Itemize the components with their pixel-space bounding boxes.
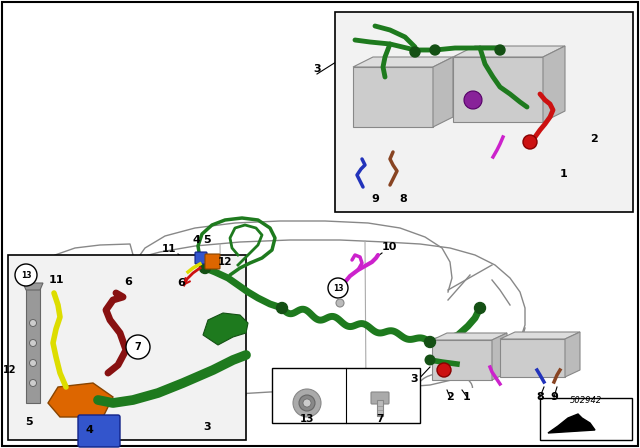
Bar <box>377 400 383 416</box>
Bar <box>26 288 40 403</box>
FancyBboxPatch shape <box>205 254 220 269</box>
Text: 12: 12 <box>3 365 16 375</box>
Circle shape <box>276 302 287 314</box>
Text: 1: 1 <box>560 169 568 179</box>
Text: 5: 5 <box>26 417 33 427</box>
Circle shape <box>200 263 211 273</box>
Polygon shape <box>203 313 248 345</box>
Circle shape <box>29 359 36 366</box>
Text: 9: 9 <box>550 392 558 402</box>
Text: 3: 3 <box>313 64 321 74</box>
Text: 9: 9 <box>371 194 379 204</box>
Polygon shape <box>23 283 43 290</box>
Text: 8: 8 <box>536 392 544 402</box>
Circle shape <box>126 335 150 359</box>
Circle shape <box>303 399 311 407</box>
Circle shape <box>430 45 440 55</box>
Text: 3: 3 <box>203 422 211 432</box>
Text: 2: 2 <box>446 392 454 402</box>
Circle shape <box>495 45 505 55</box>
Polygon shape <box>453 57 543 122</box>
Text: 11: 11 <box>161 244 176 254</box>
Circle shape <box>29 340 36 346</box>
Bar <box>8 255 246 440</box>
Circle shape <box>424 354 435 366</box>
FancyBboxPatch shape <box>195 252 207 264</box>
Text: 5: 5 <box>203 235 211 245</box>
Text: 7: 7 <box>134 342 141 352</box>
Text: 502942: 502942 <box>570 396 602 405</box>
Polygon shape <box>432 333 507 340</box>
FancyBboxPatch shape <box>371 392 389 404</box>
Polygon shape <box>433 57 453 127</box>
Text: 13: 13 <box>333 284 343 293</box>
Text: 11: 11 <box>48 275 64 285</box>
FancyBboxPatch shape <box>78 415 120 447</box>
Polygon shape <box>353 57 453 67</box>
Text: 4: 4 <box>192 235 200 245</box>
Text: 12: 12 <box>218 257 232 267</box>
Polygon shape <box>453 46 565 57</box>
Polygon shape <box>548 414 595 433</box>
Circle shape <box>336 299 344 307</box>
Polygon shape <box>565 332 580 377</box>
Polygon shape <box>353 67 433 127</box>
Text: 13: 13 <box>300 414 314 424</box>
Circle shape <box>410 47 420 57</box>
Text: 4: 4 <box>86 425 94 435</box>
Circle shape <box>437 363 451 377</box>
Circle shape <box>29 319 36 327</box>
Bar <box>540 398 632 440</box>
Text: 2: 2 <box>590 134 598 144</box>
Polygon shape <box>500 332 580 339</box>
Circle shape <box>474 302 486 314</box>
Text: 7: 7 <box>376 414 384 424</box>
Circle shape <box>15 264 37 286</box>
Circle shape <box>29 379 36 387</box>
Circle shape <box>523 135 537 149</box>
Text: 8: 8 <box>399 194 407 204</box>
Bar <box>272 368 420 423</box>
Polygon shape <box>492 333 507 380</box>
Bar <box>335 12 633 212</box>
Polygon shape <box>432 340 492 380</box>
Text: 1: 1 <box>463 392 471 402</box>
Polygon shape <box>48 383 113 417</box>
Polygon shape <box>543 46 565 122</box>
Circle shape <box>424 336 435 348</box>
Text: 6: 6 <box>124 277 132 287</box>
Circle shape <box>293 389 321 417</box>
Text: 13: 13 <box>20 271 31 280</box>
Text: 3: 3 <box>410 374 418 384</box>
Polygon shape <box>500 339 565 377</box>
Wedge shape <box>464 91 482 109</box>
Circle shape <box>328 278 348 298</box>
Circle shape <box>299 395 315 411</box>
Text: 10: 10 <box>382 242 397 252</box>
Text: 6: 6 <box>177 278 185 288</box>
